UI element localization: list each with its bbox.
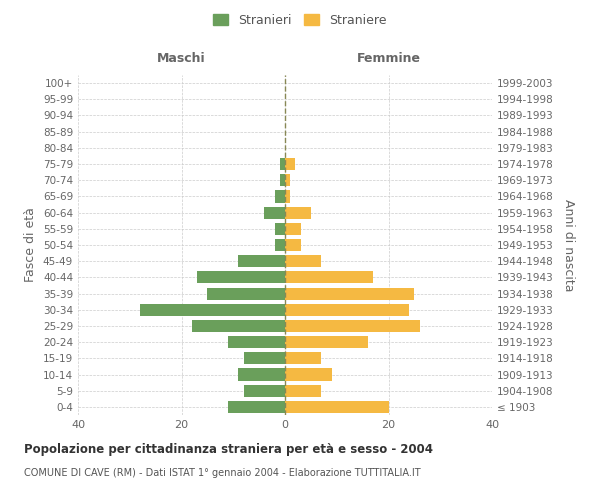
- Bar: [228, 336, 285, 348]
- Bar: [208, 288, 285, 300]
- Bar: [275, 222, 285, 235]
- Y-axis label: Fasce di età: Fasce di età: [25, 208, 37, 282]
- Bar: [285, 304, 409, 316]
- Bar: [285, 288, 415, 300]
- Bar: [238, 368, 285, 380]
- Bar: [244, 352, 285, 364]
- Legend: Stranieri, Straniere: Stranieri, Straniere: [208, 8, 392, 32]
- Bar: [238, 255, 285, 268]
- Bar: [228, 401, 285, 413]
- Bar: [285, 401, 389, 413]
- Bar: [285, 158, 295, 170]
- Bar: [197, 272, 285, 283]
- Bar: [275, 239, 285, 251]
- Bar: [192, 320, 285, 332]
- Bar: [285, 320, 419, 332]
- Text: COMUNE DI CAVE (RM) - Dati ISTAT 1° gennaio 2004 - Elaborazione TUTTITALIA.IT: COMUNE DI CAVE (RM) - Dati ISTAT 1° genn…: [24, 468, 421, 477]
- Bar: [285, 190, 290, 202]
- Bar: [244, 384, 285, 397]
- Bar: [140, 304, 285, 316]
- Bar: [285, 272, 373, 283]
- Bar: [285, 206, 311, 218]
- Bar: [265, 206, 285, 218]
- Bar: [285, 384, 321, 397]
- Text: Popolazione per cittadinanza straniera per età e sesso - 2004: Popolazione per cittadinanza straniera p…: [24, 442, 433, 456]
- Bar: [285, 174, 290, 186]
- Bar: [280, 158, 285, 170]
- Bar: [285, 255, 321, 268]
- Text: Maschi: Maschi: [157, 52, 206, 65]
- Bar: [285, 336, 368, 348]
- Bar: [280, 174, 285, 186]
- Y-axis label: Anni di nascita: Anni di nascita: [562, 198, 575, 291]
- Bar: [285, 239, 301, 251]
- Text: Femmine: Femmine: [356, 52, 421, 65]
- Bar: [285, 222, 301, 235]
- Bar: [275, 190, 285, 202]
- Bar: [285, 352, 321, 364]
- Bar: [285, 368, 332, 380]
